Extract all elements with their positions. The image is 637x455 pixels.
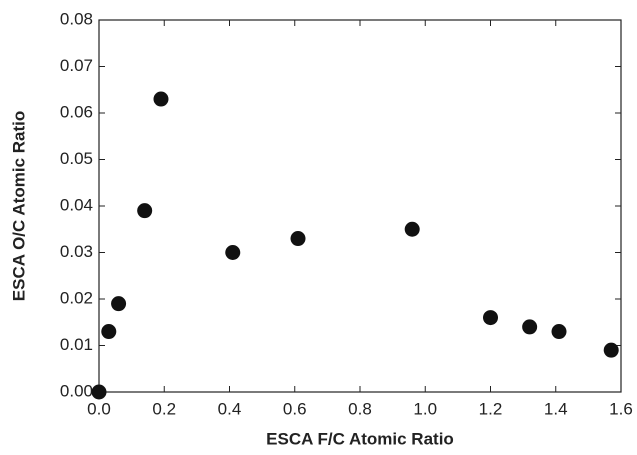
y-tick-label: 0.05 (60, 149, 93, 168)
data-point (153, 91, 169, 107)
data-point (111, 296, 127, 312)
y-tick-label: 0.02 (60, 288, 93, 307)
y-tick-label: 0.03 (60, 242, 93, 261)
x-tick-label: 1.4 (544, 399, 568, 418)
x-tick-label: 0.4 (218, 399, 242, 418)
x-tick-label: 0.0 (87, 399, 111, 418)
data-point (137, 203, 153, 219)
y-tick-label: 0.01 (60, 335, 93, 354)
y-tick-label: 0.06 (60, 102, 93, 121)
x-axis-label: ESCA F/C Atomic Ratio (266, 429, 454, 448)
data-point (522, 319, 538, 335)
x-tick-label: 1.0 (413, 399, 437, 418)
data-point (404, 221, 420, 237)
x-tick-label: 0.6 (283, 399, 307, 418)
data-point (290, 231, 306, 247)
plot-frame (98, 19, 622, 393)
y-tick-label: 0.08 (60, 9, 93, 28)
x-tick-label: 1.2 (479, 399, 503, 418)
y-tick-label: 0.07 (60, 56, 93, 75)
y-tick-label: 0.00 (60, 381, 93, 400)
y-axis-label: ESCA O/C Atomic Ratio (9, 111, 28, 301)
data-point (603, 342, 619, 358)
x-tick-label: 1.6 (609, 399, 633, 418)
x-tick-label: 0.8 (348, 399, 372, 418)
data-point (101, 324, 117, 340)
x-tick-label: 0.2 (152, 399, 176, 418)
data-point (225, 245, 241, 260)
data-point (551, 324, 567, 340)
data-point (483, 310, 498, 326)
y-tick-label: 0.04 (60, 195, 93, 214)
data-point (91, 384, 107, 400)
